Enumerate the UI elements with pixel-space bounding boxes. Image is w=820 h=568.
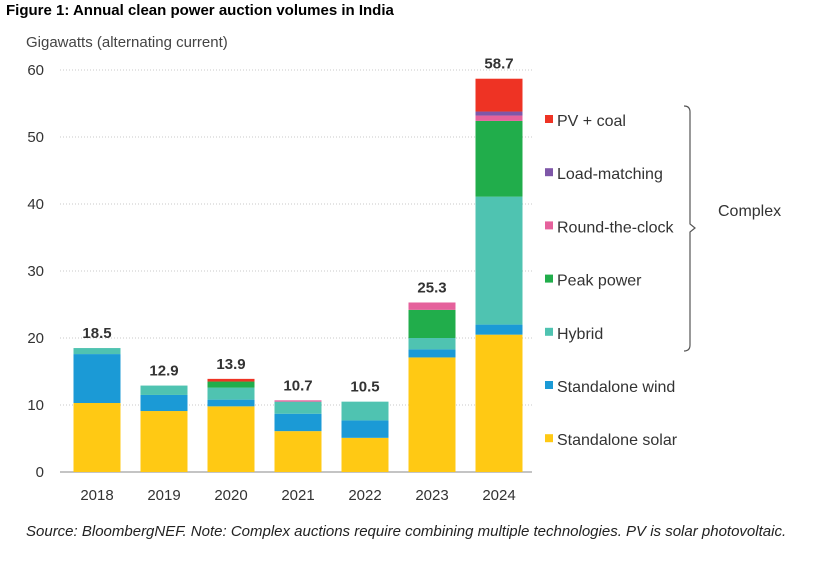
y-tick-label: 20: [27, 330, 44, 347]
y-tick-label: 30: [27, 263, 44, 280]
source-note: Source: BloombergNEF. Note: Complex auct…: [26, 523, 787, 540]
bar-segment: [274, 400, 322, 402]
bracket-label: Complex: [718, 203, 781, 220]
x-tick-label: 2019: [147, 487, 180, 504]
y-tick-label: 60: [27, 62, 44, 79]
bar-segment: [475, 111, 523, 116]
bar-segment: [207, 381, 255, 388]
bar-segment: [408, 309, 456, 338]
stacked-bar-chart: 0 10 20 30 40 50 60 18.5 2018 12.9 2019 13.9 2020 10.…: [27, 56, 781, 504]
bar-segment: [475, 324, 523, 335]
bar-segment: [475, 115, 523, 121]
x-tick-label: 2024: [482, 487, 515, 504]
legend-label: Standalone wind: [557, 379, 675, 396]
legend-label: Peak power: [557, 273, 642, 290]
bar-segment: [341, 401, 389, 421]
bar-segment: [207, 378, 255, 382]
bar-segment: [475, 120, 523, 197]
bar-segment: [475, 334, 523, 472]
bar-segment: [341, 437, 389, 472]
x-tick-label: 2022: [348, 487, 381, 504]
bar-segment: [140, 394, 188, 412]
bar-segment: [408, 302, 456, 310]
bar-total-label: 10.5: [350, 379, 379, 396]
bar-segment: [274, 413, 322, 432]
bar-total-label: 10.7: [283, 377, 312, 394]
legend-swatch: [545, 381, 553, 389]
bar-segment: [73, 348, 121, 355]
y-tick-label: 40: [27, 196, 44, 213]
x-tick-label: 2023: [415, 487, 448, 504]
bar-segment: [140, 385, 188, 395]
legend-label: Round-the-clock: [557, 219, 675, 236]
bar-segment: [207, 399, 255, 407]
bar-segment: [207, 406, 255, 472]
legend-label: PV + coal: [557, 113, 626, 130]
bar-segment: [140, 411, 188, 472]
bar-total-label: 12.9: [149, 363, 178, 380]
x-tick-label: 2018: [80, 487, 113, 504]
bar-segment: [475, 196, 523, 325]
bar-total-label: 13.9: [216, 356, 245, 373]
legend-swatch: [545, 274, 553, 283]
bar-segment: [207, 387, 255, 400]
bar-total-label: 18.5: [82, 325, 111, 342]
bar-segment: [341, 420, 389, 438]
legend-bracket: [683, 105, 696, 352]
legend-label: Hybrid: [557, 326, 603, 343]
y-axis-unit-label: Gigawatts (alternating current): [26, 34, 228, 51]
legend-label: Load-matching: [557, 166, 663, 183]
legend-swatch: [545, 115, 553, 123]
legend-swatch: [545, 221, 553, 230]
figure-title: Figure 1: Annual clean power auction vol…: [6, 2, 394, 19]
legend-swatch: [545, 327, 553, 336]
bar-segment: [408, 357, 456, 472]
legend-label: Standalone solar: [557, 432, 678, 449]
legend-swatch: [545, 168, 553, 177]
x-tick-label: 2021: [281, 487, 314, 504]
bar-total-label: 25.3: [417, 279, 446, 296]
y-tick-label: 50: [27, 129, 44, 146]
bar-segment: [73, 354, 121, 403]
bar-segment: [274, 431, 322, 472]
legend-swatch: [545, 434, 553, 443]
y-tick-label: 0: [36, 464, 44, 481]
bar-segment: [408, 349, 456, 358]
x-tick-label: 2020: [214, 487, 247, 504]
bar-segment: [475, 78, 523, 112]
y-tick-label: 10: [27, 397, 44, 414]
bar-segment: [408, 338, 456, 350]
bar-segment: [274, 401, 322, 414]
bar-segment: [73, 402, 121, 472]
bar-total-label: 58.7: [484, 56, 513, 73]
